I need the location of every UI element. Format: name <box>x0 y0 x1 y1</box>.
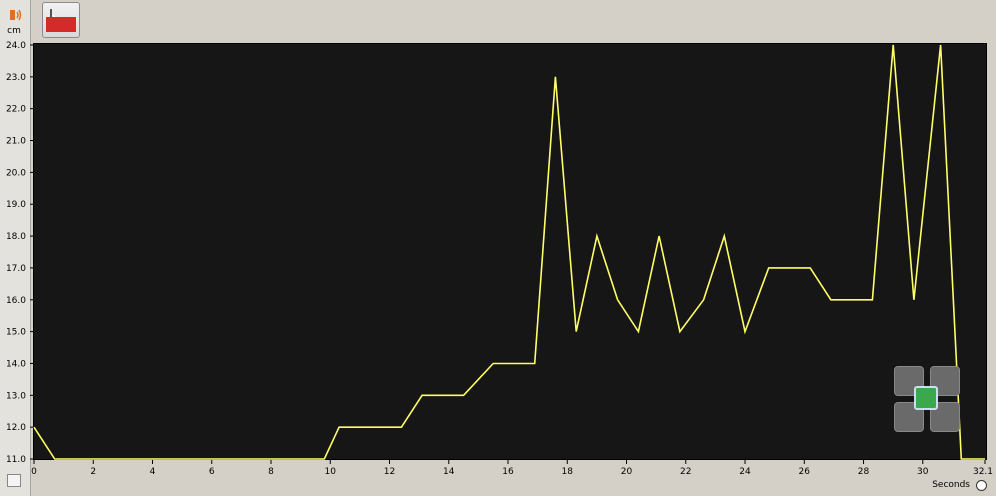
y-tick-label: 20.0 <box>6 168 26 178</box>
x-tick-label: 30 <box>917 467 929 477</box>
x-tick-label: 22 <box>680 467 691 477</box>
y-tick-label: 22.0 <box>6 105 26 115</box>
play-icon[interactable] <box>914 386 938 410</box>
y-tick-label: 12.0 <box>6 423 26 433</box>
x-axis-ticks: 0 2 4 6 8 10 12 14 16 18 20 22 24 26 28 30 32.1 <box>31 460 993 477</box>
panel-toggle-button[interactable] <box>7 474 21 487</box>
y-tick-label: 21.0 <box>6 137 26 147</box>
y-tick-label: 14.0 <box>6 359 26 369</box>
sound-sensor-icon[interactable] <box>6 6 24 24</box>
x-tick-label: 28 <box>858 467 870 477</box>
y-tick-label: 19.0 <box>6 200 26 210</box>
y-tick-label: 17.0 <box>6 264 26 274</box>
x-tick-label: 6 <box>209 467 215 477</box>
series-line <box>33 44 985 460</box>
y-tick-label: 18.0 <box>6 232 26 242</box>
x-tick-label: 18 <box>562 467 574 477</box>
y-tick-label: 24.0 <box>6 41 26 51</box>
y-tick-label: 23.0 <box>6 73 26 83</box>
x-tick-label: 20 <box>621 467 633 477</box>
x-axis-label: Seconds <box>932 480 970 490</box>
plot-area[interactable] <box>33 43 987 460</box>
x-tick-label: 16 <box>502 467 514 477</box>
x-tick-label: 0 <box>31 467 37 477</box>
y-tick-label: 13.0 <box>6 391 26 401</box>
x-tick-label: 24 <box>739 467 751 477</box>
clock-icon <box>976 480 987 491</box>
unit-label: cm <box>7 26 21 36</box>
x-tick-label: 4 <box>150 467 156 477</box>
x-tick-label: 14 <box>443 467 455 477</box>
graph-tool-swatch <box>46 17 76 32</box>
y-tick-label: 16.0 <box>6 296 26 306</box>
y-tick-label: 15.0 <box>6 328 26 338</box>
x-tick-label: 12 <box>384 467 395 477</box>
x-tick-label: 2 <box>90 467 96 477</box>
y-axis-ticks: 11.0 12.0 13.0 14.0 15.0 16.0 17.0 18.0 19.0 20.0… <box>6 41 34 465</box>
x-tick-label: 10 <box>325 467 337 477</box>
x-tick-label: 8 <box>268 467 274 477</box>
sensor-panel: cm <box>0 0 31 496</box>
x-tick-label: 26 <box>799 467 811 477</box>
x-tick-label: 32.1 <box>973 467 993 477</box>
y-tick-label: 11.0 <box>6 455 26 465</box>
graph-tool-button[interactable] <box>42 2 80 38</box>
playback-controls <box>894 366 960 432</box>
